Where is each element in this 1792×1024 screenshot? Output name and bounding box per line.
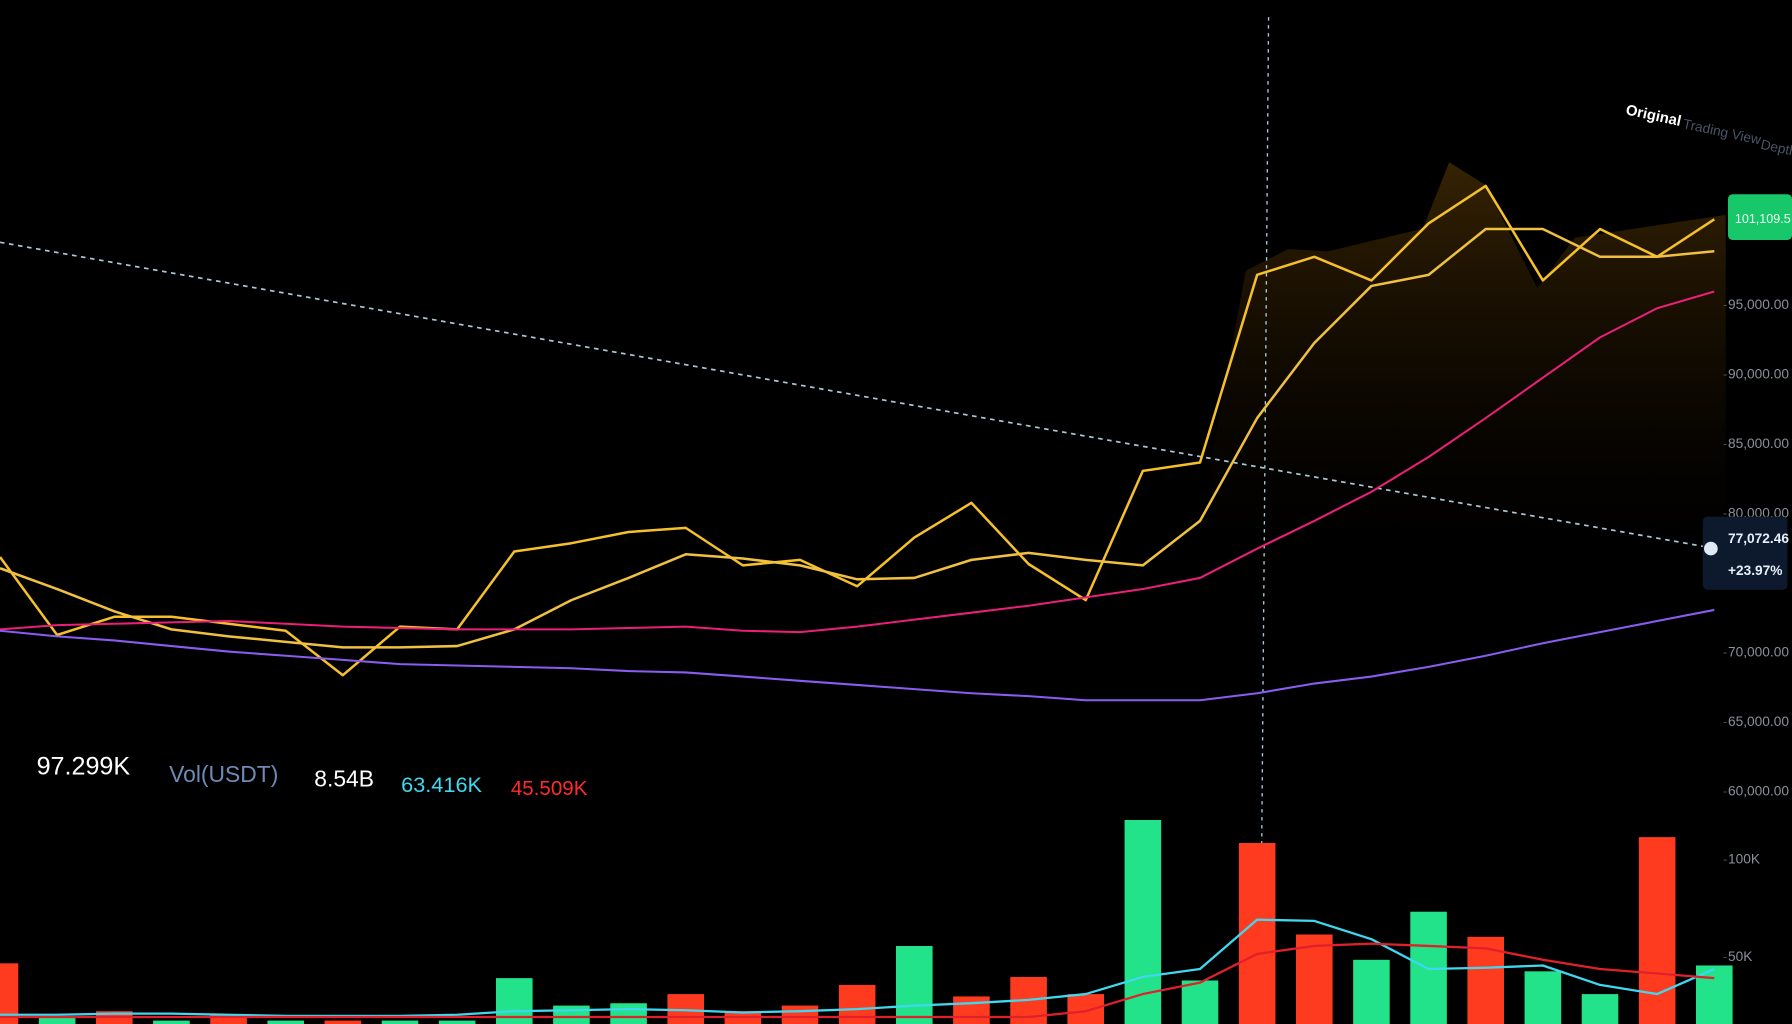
price-line [0,227,1715,649]
marker-box [1702,516,1788,590]
volume-bar [610,1003,647,1024]
volume-bar [0,963,19,1024]
marker-price: 77,072.46 [1728,531,1789,546]
volume-bar [1238,842,1276,1024]
y-tick-label: 65,000.00 [1728,714,1789,729]
volume-bar [781,1005,819,1024]
y-tick-label: 90,000.00 [1728,367,1789,382]
plot: 60,000.0065,000.0070,000.0080,000.0085,0… [0,184,1789,1024]
y-tick-label: 60,000.00 [1728,784,1789,799]
y-tick-label: 95,000.00 [1728,297,1789,312]
volume-bar [1581,994,1619,1024]
volume-bar [953,996,990,1024]
volume-bar [438,1020,476,1024]
marker-icon [1704,541,1718,556]
price-area [1211,162,1726,549]
volume-bar [1353,959,1390,1024]
status-ma: 63.416K [401,772,482,797]
status-ma: 45.509K [511,777,588,800]
status-price: 97.299K [37,753,131,781]
volume-bar [324,1020,362,1024]
volume-bar [1524,971,1562,1024]
volume-bar [153,1020,190,1024]
volume-bar [896,945,933,1024]
volume-bar [267,1020,304,1024]
last-price-box [1728,194,1792,240]
volume-bar [1124,819,1162,1024]
y-tick-label: 70,000.00 [1728,645,1789,660]
volume-bar [553,1005,590,1024]
crosshair [1261,17,1270,846]
volume-bar [1296,934,1333,1024]
last-price: 101,109.5 [1735,212,1791,226]
status-volume: 8.54B [314,766,374,792]
price-line [0,290,1715,634]
y-tick-label: 85,000.00 [1728,436,1789,451]
volume-bar [1638,837,1676,1024]
volume-ma-line [0,942,1715,1019]
volume-bar [210,1014,247,1024]
y-tick-label: 50K [1728,949,1752,964]
marker-change: +23.97% [1728,563,1782,578]
price-line [0,184,1715,677]
volume-bar [1067,994,1104,1024]
price-line [0,608,1715,702]
volume-bar [38,1017,76,1024]
volume-bar [1181,980,1219,1024]
volume-bar [381,1020,419,1024]
status-label: Vol(USDT) [169,761,278,787]
y-tick-label: 100K [1728,852,1760,867]
